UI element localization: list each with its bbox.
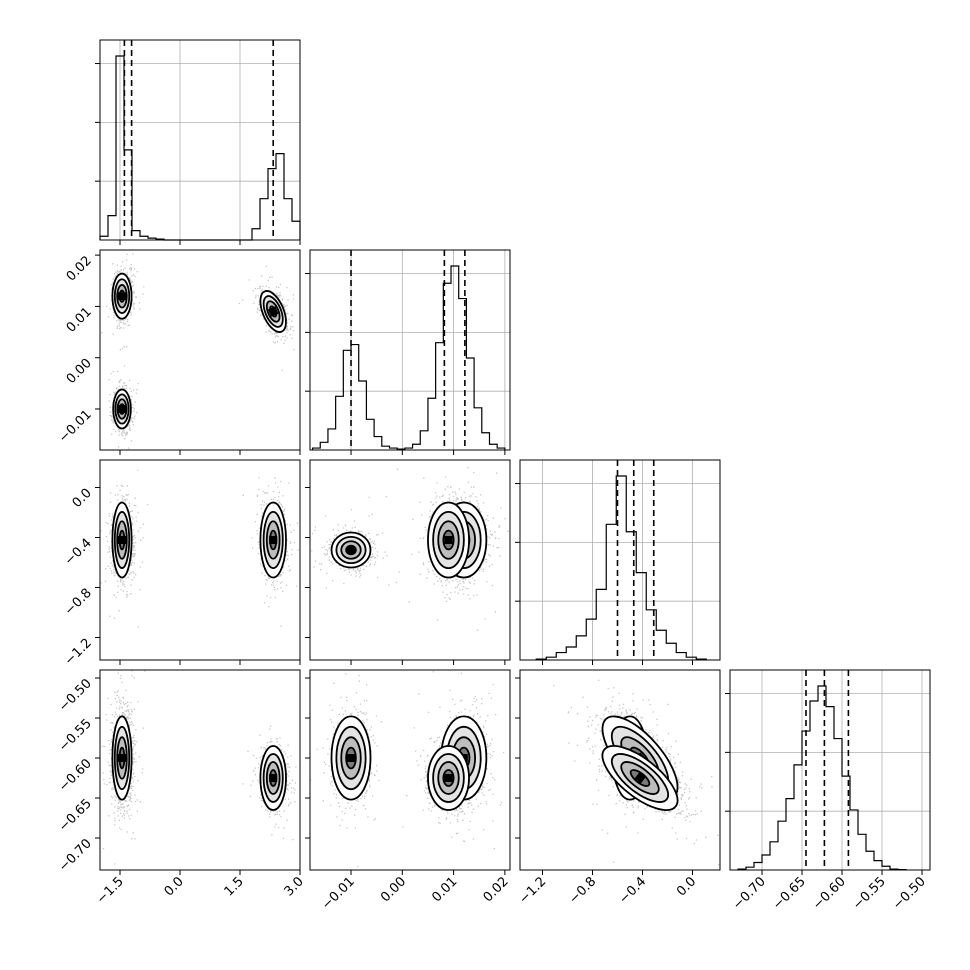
y-tick-label: −0.55 (56, 716, 95, 755)
x-tick-label: −0.55 (850, 874, 889, 913)
density-peak (634, 772, 646, 784)
contour-group (259, 501, 287, 579)
x-tick-label: −1.2 (516, 874, 549, 907)
y-tick-label: 0.01 (64, 305, 95, 336)
axes-frame (309, 669, 511, 871)
x-tick-label: 3.0 (282, 874, 307, 899)
y-tick-label: −0.4 (62, 536, 95, 569)
y-tick-label: −0.01 (56, 407, 95, 446)
contour-group (330, 531, 372, 569)
x-tick-label: −0.50 (890, 874, 929, 913)
histogram-series (99, 55, 301, 241)
x-tick-label: 0.00 (378, 874, 409, 905)
x-tick-label: −0.60 (810, 874, 849, 913)
density-peak (269, 774, 278, 782)
density-peak (269, 536, 278, 544)
y-tick-label: −0.70 (56, 836, 95, 875)
density-peak (267, 306, 279, 317)
density-peak (347, 546, 355, 554)
axes-frame (99, 39, 301, 241)
x-tick-label: −0.8 (566, 874, 599, 907)
density-peak (118, 405, 126, 413)
x-tick-label: 0.01 (429, 874, 460, 905)
density-peak (118, 754, 126, 762)
histogram-series (311, 265, 506, 450)
y-tick-label: 0.02 (64, 253, 95, 284)
density-peak (118, 536, 126, 544)
y-tick-label: −1.2 (62, 636, 95, 669)
density-peak (444, 774, 453, 782)
x-tick-label: −0.65 (770, 874, 809, 913)
axes-frame (519, 669, 721, 871)
contour-group (111, 501, 133, 579)
contour-group (427, 745, 470, 811)
density-contours (111, 501, 287, 579)
density-contours (330, 501, 488, 579)
density-peak (118, 292, 126, 301)
contour-group (259, 745, 287, 811)
density-contours (330, 715, 488, 811)
y-tick-label: −0.50 (56, 676, 95, 715)
axes-frame (309, 249, 511, 451)
y-tick-label: 0.00 (64, 356, 95, 387)
x-tick-label: 0.0 (162, 874, 187, 899)
histogram-series (737, 685, 907, 871)
axes-frame (519, 459, 721, 661)
y-tick-label: −0.60 (56, 756, 95, 795)
contour-group (330, 715, 372, 801)
density-peak (444, 536, 453, 544)
axes-frame (99, 669, 301, 871)
axes-frame (309, 459, 511, 661)
contour-group (111, 272, 133, 320)
axes-frame (99, 249, 301, 451)
x-tick-label: 0.0 (674, 874, 699, 899)
histogram-series (535, 475, 707, 660)
contour-group (112, 388, 132, 430)
density-contours (111, 272, 287, 430)
contour-group (601, 745, 679, 811)
scatter-points (101, 253, 295, 449)
density-contours (111, 715, 287, 811)
y-tick-label: −0.8 (62, 586, 95, 619)
x-tick-label: −0.01 (319, 874, 358, 913)
contour-group (259, 290, 287, 333)
axes-frame (729, 669, 931, 871)
axes-frame (99, 459, 301, 661)
scatter-points (101, 253, 295, 449)
x-tick-label: 1.5 (222, 874, 247, 899)
contour-group (427, 501, 470, 579)
x-tick-label: 0.02 (481, 874, 512, 905)
x-tick-label: −1.5 (94, 874, 127, 907)
x-tick-label: −0.4 (616, 874, 649, 907)
density-peak (347, 754, 355, 762)
x-tick-label: −0.70 (730, 874, 769, 913)
y-tick-label: 0.0 (70, 486, 95, 511)
contour-group (111, 715, 133, 801)
density-contours (601, 715, 679, 811)
y-tick-label: −0.65 (56, 796, 95, 835)
